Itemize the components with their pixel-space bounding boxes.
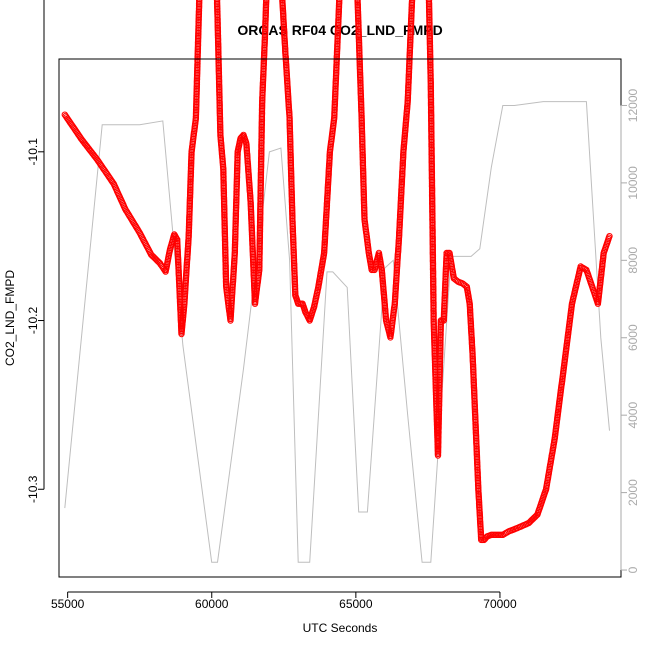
altitude-line <box>64 101 610 563</box>
data-point <box>279 0 286 4</box>
y-tick-label: -10.1 <box>26 138 40 166</box>
plot-area <box>61 0 613 563</box>
y2-tick-label: 6000 <box>626 324 640 351</box>
y2-tick-label: 2000 <box>626 479 640 506</box>
data-point <box>196 0 203 3</box>
co2-points <box>61 0 613 544</box>
data-point <box>150 253 157 260</box>
x-tick-label: 55000 <box>51 597 85 611</box>
plot-frame <box>58 58 622 578</box>
data-point <box>408 0 416 4</box>
data-point <box>606 232 613 240</box>
x-axis-label: UTC Seconds <box>303 621 378 635</box>
y2-tick-label: 8000 <box>626 247 640 274</box>
data-point <box>263 0 270 2</box>
data-point <box>279 0 286 2</box>
y2-tick-label: 4000 <box>626 402 640 429</box>
data-point <box>525 519 532 527</box>
y2-tick-label: 10000 <box>626 166 640 200</box>
y-axis: -10.3-10.2-10.1-10.0 <box>26 0 45 503</box>
data-point <box>336 0 343 3</box>
data-point <box>151 254 158 262</box>
y-tick-label: -10.3 <box>26 475 40 503</box>
y-axis-label: CO2_LND_FMPD <box>3 270 17 366</box>
y-tick-label: -10.2 <box>26 307 40 335</box>
data-point <box>354 0 361 2</box>
x-tick-label: 65000 <box>339 597 373 611</box>
y2-tick-label: 0 <box>626 566 640 573</box>
x-tick-label: 70000 <box>483 597 517 611</box>
y2-axis: 0 2000 4000 6000 8000 10000 12000 <box>620 88 640 573</box>
y2-tick-label: 12000 <box>626 88 640 122</box>
x-axis: 55000 60000 65000 70000 <box>51 591 517 611</box>
data-point <box>409 0 415 2</box>
x-tick-label: 60000 <box>195 597 229 611</box>
data-point <box>173 235 180 242</box>
